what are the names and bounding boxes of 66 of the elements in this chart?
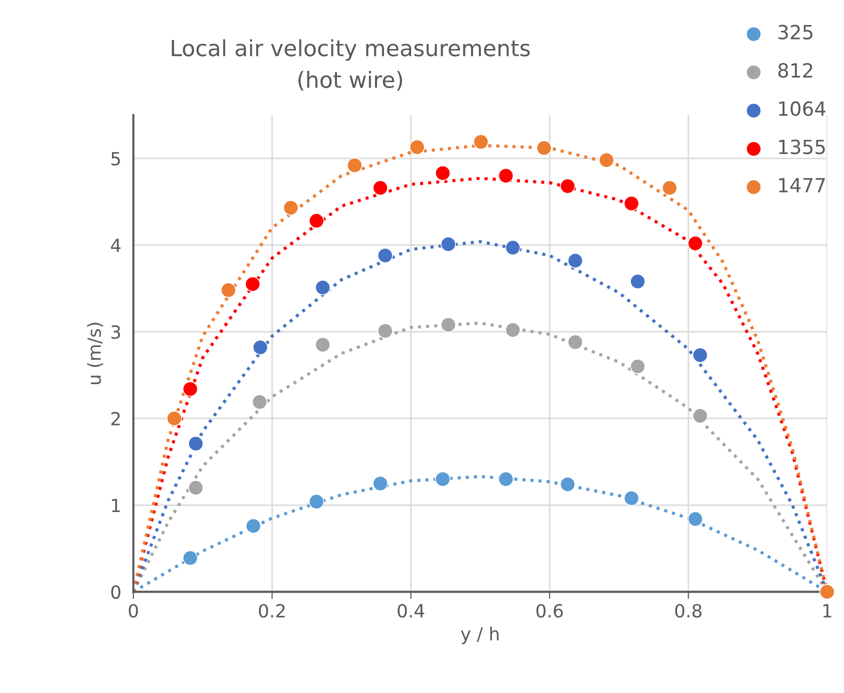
point [440,317,456,333]
point [377,323,393,339]
y-axis-title: u (m/s) [87,322,104,384]
point [182,550,198,566]
y-tick-label: 3 [111,325,120,339]
point [315,280,330,296]
point [568,334,583,350]
x-axis-title: y / h [460,626,499,644]
point [692,347,708,363]
point [435,165,450,181]
point [308,213,324,228]
point [505,240,521,256]
point [536,140,552,156]
point [560,178,576,194]
point [688,511,704,527]
x-tick-label: 0.2 [258,604,285,618]
x-tick-label: 0 [128,604,138,618]
x-tick-label: 0.6 [536,604,563,618]
point [283,200,299,216]
point [819,584,835,600]
x-tick-label: 0.4 [398,604,424,618]
point [372,180,388,196]
legend-label: 812 [778,63,812,78]
point [692,408,708,424]
legend-label: 1477 [779,178,825,192]
legend-label: 1064 [779,101,826,116]
point [624,196,640,212]
point [377,248,393,264]
y-tick-label: 2 [111,412,120,426]
point [630,274,646,290]
point [498,471,514,487]
point [315,337,330,352]
point [346,158,362,174]
point [498,168,514,184]
point [182,381,198,397]
point [630,358,646,374]
point [435,471,450,487]
point [560,476,576,492]
point [598,152,614,168]
point [624,490,640,506]
chart-title: Local air velocity measurements (hot wire) [172,39,530,91]
y-tick-label: 4 [110,238,121,252]
point [188,480,204,496]
point [188,436,204,452]
point [308,494,324,510]
point [505,322,521,338]
legend-label: 1355 [779,140,825,154]
point [688,236,704,252]
point [244,276,260,292]
x-tick-label: 0.8 [675,604,702,618]
y-tick-label: 1 [112,498,120,512]
point [440,236,456,252]
point [662,180,678,196]
x-tick-label: 1 [823,604,832,618]
point [568,252,583,268]
point [372,476,388,492]
point [220,282,236,298]
legend-label: 325 [778,24,812,40]
point [246,518,262,534]
point [252,340,268,356]
y-tick-label: 0 [111,585,120,599]
point [252,394,268,410]
y-tick-label: 5 [111,152,120,166]
point [409,139,425,155]
point [473,134,489,150]
point [166,410,182,426]
